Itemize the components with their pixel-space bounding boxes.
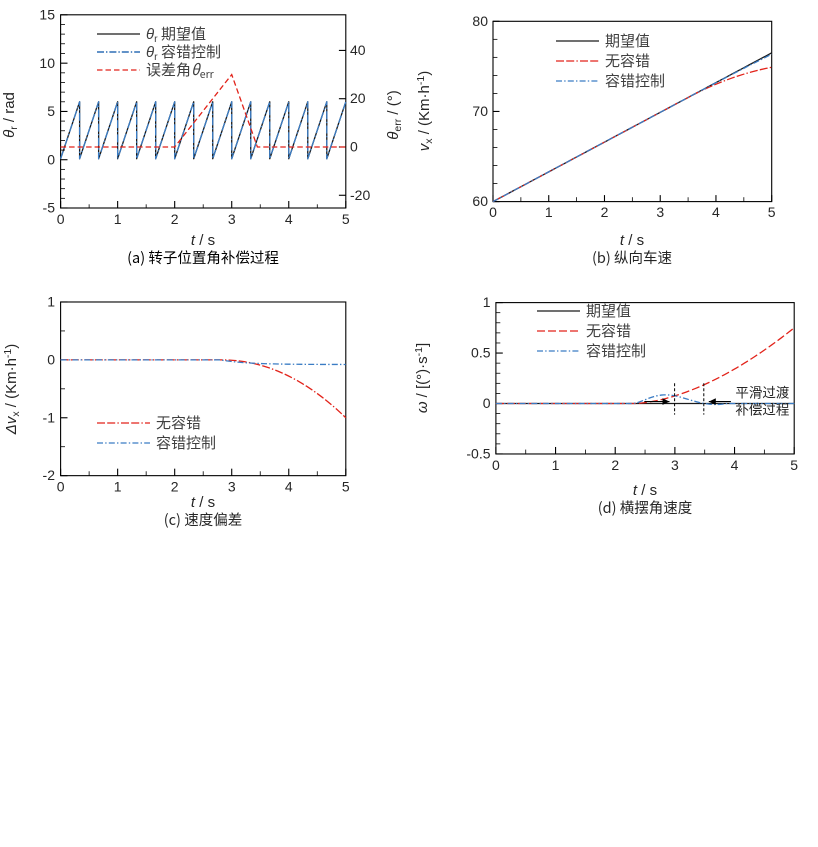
svg-text:1: 1 [47,294,55,310]
svg-text:误差角θerr: 误差角θerr [146,59,215,82]
svg-text:补偿过程: 补偿过程 [735,399,789,419]
svg-text:2: 2 [611,457,619,473]
svg-text:θerr / (°): θerr / (°) [385,90,404,139]
svg-text:5: 5 [790,457,798,473]
svg-text:4: 4 [285,211,293,227]
svg-text:无容错: 无容错 [586,323,631,340]
svg-text:1: 1 [114,479,122,495]
svg-text:60: 60 [472,193,488,209]
svg-text:1: 1 [545,204,553,220]
svg-text:期望值: 期望值 [605,33,650,50]
svg-text:5: 5 [768,204,776,220]
svg-text:2: 2 [171,479,179,495]
svg-text:70: 70 [472,103,488,119]
svg-text:ω / [(°)·s-1]: ω / [(°)·s-1] [413,343,431,413]
svg-text:(b) 纵向车速: (b) 纵向车速 [592,247,672,268]
svg-text:(d) 横摆角速度: (d) 横摆角速度 [598,497,693,518]
svg-text:容错控制: 容错控制 [586,343,646,360]
svg-text:(c) 速度偏差: (c) 速度偏差 [164,509,242,530]
svg-text:-2: -2 [43,467,56,483]
svg-text:4: 4 [285,479,293,495]
svg-text:0: 0 [492,457,500,473]
svg-text:0: 0 [57,211,65,227]
svg-text:2: 2 [601,204,609,220]
svg-text:0: 0 [489,204,497,220]
svg-text:-1: -1 [43,409,56,425]
svg-text:0.5: 0.5 [471,345,491,361]
svg-text:-5: -5 [43,200,56,216]
svg-text:10: 10 [39,55,55,71]
svg-text:4: 4 [731,457,739,473]
svg-text:5: 5 [342,479,350,495]
svg-text:20: 20 [350,90,366,106]
svg-text:Δvx / (Km·h-1): Δvx / (Km·h-1) [2,344,22,436]
svg-text:0: 0 [57,479,65,495]
svg-text:15: 15 [39,7,55,23]
svg-text:2: 2 [171,211,179,227]
svg-text:4: 4 [712,204,720,220]
svg-text:5: 5 [342,211,350,227]
svg-text:期望值: 期望值 [586,303,631,320]
svg-text:1: 1 [483,294,491,310]
svg-text:0: 0 [47,351,55,367]
svg-text:容错控制: 容错控制 [156,435,216,452]
svg-text:容错控制: 容错控制 [605,73,665,90]
svg-text:-0.5: -0.5 [466,446,490,462]
svg-text:80: 80 [472,13,488,29]
svg-text:5: 5 [47,103,55,119]
svg-text:3: 3 [228,211,236,227]
svg-text:3: 3 [228,479,236,495]
svg-text:无容错: 无容错 [605,53,650,70]
svg-text:-20: -20 [350,187,370,203]
svg-text:(a) 转子位置角补偿过程: (a) 转子位置角补偿过程 [127,247,279,268]
svg-text:0: 0 [483,395,491,411]
svg-text:θr / rad: θr / rad [1,92,20,138]
svg-text:0: 0 [350,139,358,155]
svg-text:1: 1 [552,457,560,473]
svg-text:vx / (Km·h-1): vx / (Km·h-1) [415,71,435,151]
svg-text:40: 40 [350,42,366,58]
svg-text:3: 3 [671,457,679,473]
svg-text:无容错: 无容错 [156,415,201,432]
svg-text:1: 1 [114,211,122,227]
svg-text:0: 0 [47,151,55,167]
svg-text:3: 3 [656,204,664,220]
